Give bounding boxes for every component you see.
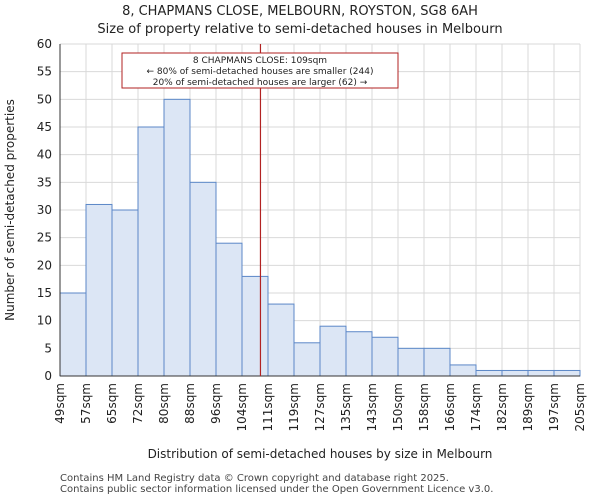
annotation-box [121,52,399,89]
bar-158sqm [423,347,451,377]
y-tick-label: 15 [37,286,52,300]
y-tick-label: 60 [37,37,52,51]
bar-166sqm [449,364,477,377]
x-tick-label: 72sqm [131,383,145,424]
x-tick-label: 49sqm [53,383,67,424]
x-tick-label: 158sqm [417,383,431,431]
x-tick-label: 205sqm [573,383,587,431]
y-tick-label: 35 [37,175,52,189]
y-tick-label: 20 [37,258,52,272]
x-tick-label: 104sqm [235,383,249,431]
bar-104sqm [241,275,269,377]
x-tick-label: 127sqm [313,383,327,431]
bar-143sqm [371,336,399,377]
bar-174sqm [475,369,503,377]
bar-119sqm [293,342,321,377]
bar-96sqm [215,242,243,377]
x-tick-label: 96sqm [209,383,223,424]
annotation-line-1: 8 CHAPMANS CLOSE: 109sqm [193,56,327,66]
x-tick-label: 150sqm [391,383,405,431]
bar-182sqm [501,369,529,377]
y-tick-label: 10 [37,314,52,328]
x-tick-label: 119sqm [287,383,301,431]
bar-135sqm [345,331,373,377]
x-axis-label: Distribution of semi-detached houses by … [148,447,493,461]
x-tick-label: 135sqm [339,383,353,431]
annotation-line-3: 20% of semi-detached houses are larger (… [153,78,368,88]
y-tick-label: 0 [44,369,52,383]
bar-72sqm [137,126,165,377]
bars [59,98,581,377]
chart-title: 8, CHAPMANS CLOSE, MELBOURN, ROYSTON, SG… [122,4,478,19]
y-tick-label: 40 [37,148,52,162]
x-tick-label: 65sqm [105,383,119,424]
x-tick-label: 166sqm [443,383,457,431]
y-tick-label: 45 [37,120,52,134]
y-axis-ticks: 0 5 10 15 20 25 30 35 40 45 50 55 60 [37,37,52,383]
y-tick-label: 25 [37,231,52,245]
x-axis-ticks: 49sqm 57sqm 65sqm 72sqm 80sqm 88sqm 96sqm 104sq… [53,383,587,431]
x-tick-label: 111sqm [261,383,275,431]
footer-line-2: Contains public sector information licen… [60,484,494,495]
bar-88sqm [189,181,217,377]
bar-111sqm [267,303,295,377]
x-tick-label: 197sqm [547,383,561,431]
x-tick-label: 88sqm [183,383,197,424]
bar-65sqm [111,209,139,377]
x-tick-label: 80sqm [157,383,171,424]
bar-127sqm [319,325,347,377]
bar-57sqm [85,203,113,377]
bar-80sqm [163,98,191,377]
bar-49sqm [59,292,87,377]
chart-subtitle: Size of property relative to semi-detach… [97,22,503,37]
x-tick-label: 174sqm [469,383,483,431]
bar-150sqm [397,347,425,377]
y-tick-label: 50 [37,92,52,106]
x-tick-label: 143sqm [365,383,379,431]
footer-line-1: Contains HM Land Registry data © Crown c… [60,473,449,484]
bar-197sqm [553,369,581,377]
y-tick-label: 30 [37,203,52,217]
x-tick-label: 57sqm [79,383,93,424]
x-tick-label: 189sqm [521,383,535,431]
y-tick-label: 55 [37,65,52,79]
x-tick-label: 182sqm [495,383,509,431]
bar-189sqm [527,369,555,377]
annotation-line-2: ← 80% of semi-detached houses are smalle… [147,67,374,77]
y-axis-label: Number of semi-detached properties [3,99,17,321]
y-tick-label: 5 [44,341,52,355]
